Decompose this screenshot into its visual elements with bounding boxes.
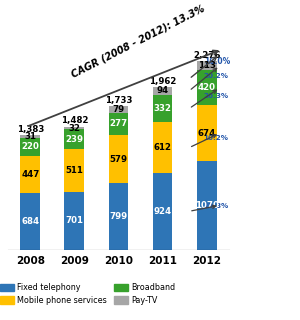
Bar [153,95,172,122]
Text: 1,733: 1,733 [105,96,132,105]
Text: 674: 674 [197,129,216,138]
Bar [109,106,128,113]
Text: 20.2%: 20.2% [204,73,229,79]
Bar [197,161,217,250]
Text: 239: 239 [65,135,83,144]
Text: 1,482: 1,482 [61,116,88,125]
Text: 31: 31 [24,132,36,141]
Text: 511: 511 [65,166,83,175]
Legend: Fixed telephony, Mobile phone services, Broadband, Pay-TV: Fixed telephony, Mobile phone services, … [0,284,176,305]
Text: 15.8%: 15.8% [204,203,229,209]
Bar [64,149,84,192]
Text: 79: 79 [112,105,124,114]
Text: 2012: 2012 [192,256,221,266]
Text: 277: 277 [109,119,128,129]
Text: CAGR (2008 - 2012): 13.3%: CAGR (2008 - 2012): 13.3% [70,3,207,79]
Bar [20,135,40,138]
Bar [64,192,84,250]
Text: 1,962: 1,962 [149,76,176,86]
Text: 10.2%: 10.2% [204,135,229,141]
Text: 94: 94 [157,86,169,95]
Bar [197,61,217,70]
Bar [64,129,84,149]
Text: 1070: 1070 [195,201,219,210]
Text: 420: 420 [198,83,216,92]
Bar [109,183,128,250]
Bar [153,122,172,173]
Text: 1,383: 1,383 [16,124,44,133]
Text: 612: 612 [154,143,172,152]
Text: 26.3%: 26.3% [204,93,229,99]
Bar [64,127,84,129]
Text: 2009: 2009 [60,256,89,266]
Text: 684: 684 [21,217,39,226]
Text: 332: 332 [154,104,172,113]
Text: 2010: 2010 [104,256,133,266]
Bar [20,156,40,193]
Bar [197,105,217,161]
Bar [109,135,128,183]
Bar [109,113,128,135]
Bar [153,87,172,95]
Text: 701: 701 [65,216,83,225]
Text: 113: 113 [198,61,216,70]
Text: 2,276: 2,276 [193,51,220,60]
Text: 799: 799 [110,212,128,221]
Text: 32: 32 [68,124,80,132]
Bar [20,193,40,250]
Text: 2011: 2011 [148,256,177,266]
Text: 579: 579 [110,155,128,164]
Bar [197,70,217,105]
Text: 924: 924 [154,207,172,216]
Bar [153,173,172,250]
Text: 220: 220 [21,142,39,151]
Text: 16.0%: 16.0% [204,57,230,66]
Text: 2008: 2008 [16,256,45,266]
Bar [20,138,40,156]
Text: 447: 447 [21,170,39,179]
